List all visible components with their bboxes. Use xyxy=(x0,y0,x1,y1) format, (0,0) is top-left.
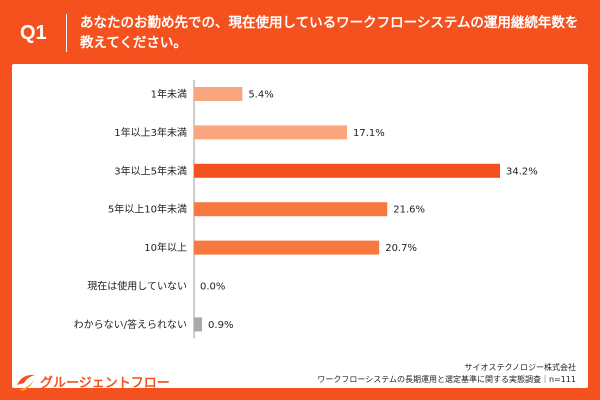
value-label: 5.4% xyxy=(248,90,273,101)
value-label: 0.9% xyxy=(208,320,233,331)
category-label: 1年未満 xyxy=(151,88,187,101)
category-label: 3年以上5年未満 xyxy=(114,164,187,177)
bar xyxy=(194,240,380,255)
logo-icon xyxy=(17,374,35,391)
bar xyxy=(194,87,243,101)
bar xyxy=(194,125,347,140)
bar xyxy=(194,317,203,332)
value-label: 34.2% xyxy=(506,166,538,177)
value-label: 17.1% xyxy=(353,128,385,139)
bar xyxy=(194,202,388,217)
footer-credits: サイオステクノロジー株式会社 ワークフローシステムの長期運用と選定基準に関する実… xyxy=(317,362,576,386)
value-label: 0.0% xyxy=(200,282,225,293)
value-label: 20.7% xyxy=(385,243,417,254)
category-label: 1年以上3年未満 xyxy=(114,126,187,139)
logo: グルージェントフロー xyxy=(14,370,170,392)
logo-text: グルージェントフロー xyxy=(40,375,170,391)
header-divider xyxy=(66,14,67,52)
chart-panel xyxy=(12,64,588,388)
question-text: あなたのお勤め先での、現在使用しているワークフローシステムの運用継続年数を教えて… xyxy=(80,15,579,51)
category-label: 5年以上10年未満 xyxy=(108,203,187,216)
company-name: サイオステクノロジー株式会社 xyxy=(464,363,576,372)
category-label: わからない/答えられない xyxy=(74,318,187,331)
category-label: 10年以上 xyxy=(144,241,187,254)
question-number: Q1 xyxy=(20,22,47,44)
category-label: 現在は使用していない xyxy=(87,280,187,293)
value-label: 21.6% xyxy=(393,205,425,216)
survey-info: ワークフローシステムの長期運用と選定基準に関する実態調査｜n=111 xyxy=(317,375,576,384)
header: Q1 あなたのお勤め先での、現在使用しているワークフローシステムの運用継続年数を… xyxy=(0,0,600,64)
bar xyxy=(194,163,500,178)
